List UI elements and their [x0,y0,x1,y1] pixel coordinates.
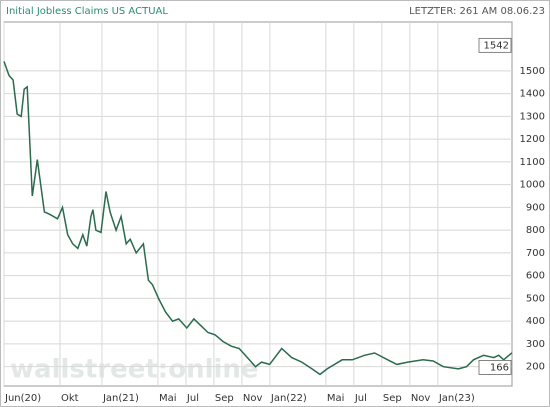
x-tick-label: Mai [159,393,177,404]
max-box [478,37,512,53]
y-tick-label: 1000 [520,180,545,191]
x-tick-label: Sep [383,393,402,404]
y-tick-label: 700 [526,248,545,259]
y-tick-label: 300 [526,339,545,350]
y-tick-label: 1200 [520,134,545,145]
x-tick-label: Mai [327,393,345,404]
x-tick-label: Sep [215,393,234,404]
x-tick-label: Jan(21) [102,393,139,404]
min-box [478,359,512,375]
y-tick-label: 800 [526,225,545,236]
line [3,61,513,376]
y-tick-label: 1400 [520,89,545,100]
y-tick-label: 900 [526,202,545,213]
chart-title: Initial Jobless Claims US ACTUAL [6,6,168,17]
min-label: 166 [490,362,509,373]
x-tick-label: Jun(20) [4,393,41,404]
x-tick-label: Jul [186,393,199,404]
x-tick-label: Jan(22) [270,393,307,404]
x-tick-label: Nov [411,393,431,404]
x-tick-label: Jul [354,393,367,404]
y-tick-label: 1300 [520,111,545,122]
watermark: wallstreet:online [10,355,259,385]
y-tick-label: 400 [526,316,545,327]
x-tick-label: Okt [61,393,79,404]
x-tick-label: Nov [243,393,263,404]
max-label: 1542 [484,40,509,51]
chart-subtitle: LETZTER: 261 AM 08.06.23 [409,6,545,17]
y-tick-label: 500 [526,293,545,304]
y-tick-label: 200 [526,362,545,373]
x-tick-label: Jan(23) [438,393,475,404]
y-tick-label: 1100 [520,157,545,168]
y-tick-label: 600 [526,271,545,282]
y-tick-label: 1500 [520,66,545,77]
